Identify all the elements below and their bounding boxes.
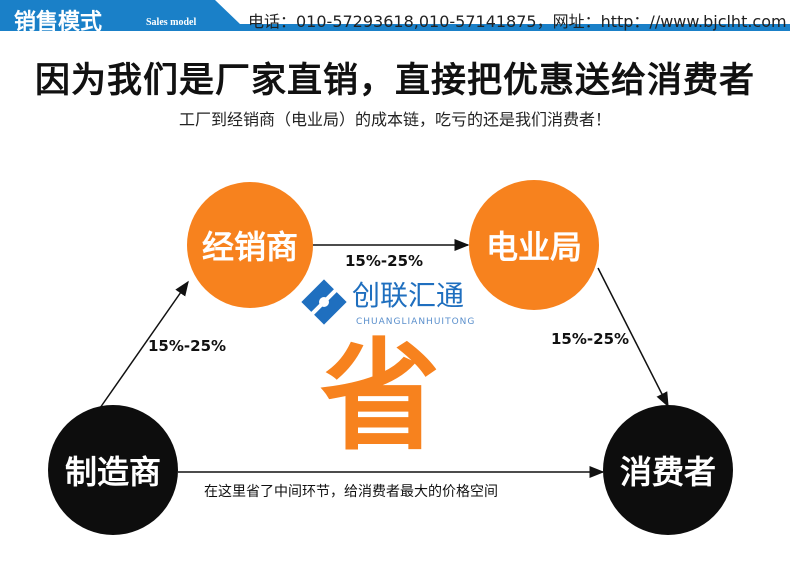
label-manufacturer-dealer: 15%-25% [148, 337, 227, 355]
arrow-manufacturer-dealer [99, 280, 189, 409]
page-title: 因为我们是厂家直销，直接把优惠送给消费者 [34, 60, 755, 101]
label-savings: 在这里省了中间环节，给消费者最大的价格空间 [204, 484, 498, 500]
node-manufacturer: 制造商 [48, 405, 178, 535]
node-dealer: 经销商 [187, 182, 313, 308]
watermark-logo: 创联汇通 CHUANGLIANHUITONG [300, 278, 474, 330]
label-bureau-consumer: 15%-25% [551, 330, 630, 348]
node-power-bureau: 电业局 [469, 180, 599, 310]
node-consumer: 消费者 [603, 405, 733, 535]
label-dealer-bureau: 15%-25% [345, 252, 424, 270]
watermark-pinyin: CHUANGLIANHUITONG [356, 317, 476, 327]
logo-icon [301, 279, 347, 325]
header-contact: 电话：010-57293618,010-57141875，网址：http：//w… [248, 12, 787, 31]
arrow-bureau-consumer [597, 267, 669, 408]
header-subtitle: Sales model [146, 17, 197, 28]
page-subtitle: 工厂到经销商（电业局）的成本链，吃亏的还是我们消费者！ [178, 110, 611, 129]
watermark-text: 创联汇通 [352, 279, 465, 312]
header-title: 销售模式 [14, 9, 103, 35]
header-bar [0, 0, 790, 31]
highlight-save: 省 [320, 328, 440, 467]
